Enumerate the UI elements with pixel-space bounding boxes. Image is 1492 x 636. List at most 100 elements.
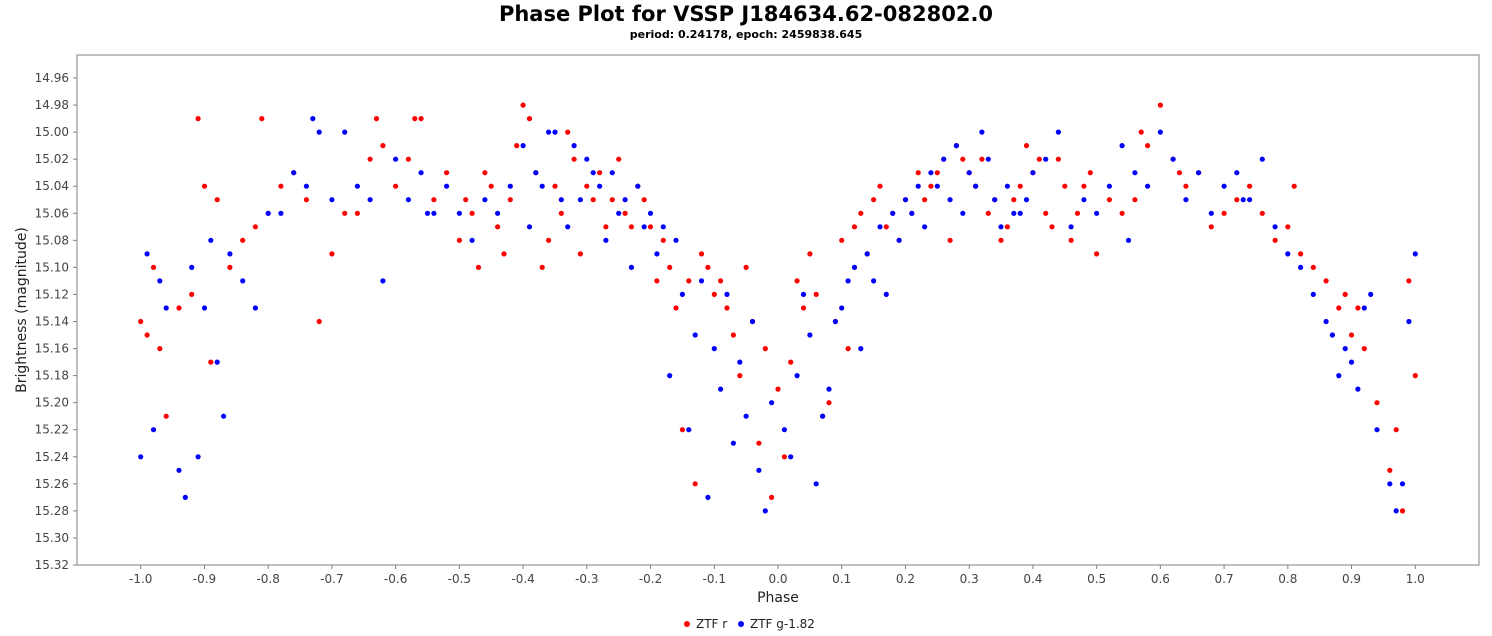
x-tick-label: 0.3 bbox=[960, 572, 979, 586]
data-point bbox=[1291, 183, 1297, 189]
data-point bbox=[1387, 481, 1393, 487]
data-point bbox=[1310, 291, 1316, 297]
data-point bbox=[934, 183, 940, 189]
x-tick-label: 0.6 bbox=[1151, 572, 1170, 586]
data-point bbox=[998, 237, 1004, 243]
data-point bbox=[692, 481, 698, 487]
data-point bbox=[686, 427, 692, 433]
data-point bbox=[641, 224, 647, 230]
data-point bbox=[941, 156, 947, 162]
data-point bbox=[915, 183, 921, 189]
data-point bbox=[507, 183, 513, 189]
data-point bbox=[150, 427, 157, 433]
data-point bbox=[482, 170, 488, 176]
data-point bbox=[820, 413, 826, 419]
data-point bbox=[762, 346, 768, 352]
data-point bbox=[864, 251, 870, 257]
legend-label-ztf-r: ZTF r bbox=[696, 617, 727, 631]
data-point bbox=[922, 197, 928, 203]
data-point bbox=[673, 237, 679, 243]
data-point bbox=[495, 210, 501, 216]
data-point bbox=[221, 413, 227, 419]
y-tick-label: 15.02 bbox=[35, 152, 69, 166]
x-tick-label: -0.9 bbox=[193, 572, 216, 586]
data-point bbox=[552, 183, 558, 189]
data-point bbox=[584, 156, 590, 162]
data-point bbox=[934, 170, 940, 176]
data-point bbox=[475, 264, 482, 270]
x-axis-label: Phase bbox=[757, 590, 799, 606]
data-point bbox=[1336, 305, 1342, 311]
x-tick-label: -0.2 bbox=[639, 572, 662, 586]
data-point bbox=[1183, 197, 1189, 203]
chart-subtitle: period: 0.24178, epoch: 2459838.645 bbox=[629, 28, 863, 41]
x-tick-label: 0.7 bbox=[1215, 572, 1234, 586]
y-tick-label: 15.08 bbox=[35, 233, 69, 247]
data-point bbox=[571, 143, 577, 149]
data-point bbox=[157, 346, 163, 352]
data-point bbox=[1342, 291, 1348, 297]
data-point bbox=[1145, 183, 1151, 189]
data-point bbox=[546, 129, 552, 135]
data-point bbox=[1247, 183, 1253, 189]
data-point bbox=[342, 210, 348, 216]
data-point bbox=[1094, 251, 1100, 257]
data-point bbox=[769, 494, 775, 500]
data-point bbox=[902, 197, 909, 203]
data-point bbox=[1412, 373, 1418, 379]
data-point bbox=[1361, 346, 1367, 352]
data-point bbox=[182, 494, 188, 500]
data-point bbox=[558, 210, 564, 216]
data-point bbox=[1208, 210, 1214, 216]
data-point bbox=[858, 346, 864, 352]
y-tick-label: 15.30 bbox=[35, 531, 69, 545]
data-point bbox=[1323, 278, 1329, 284]
data-point bbox=[1119, 210, 1125, 216]
data-point bbox=[1043, 156, 1049, 162]
data-point bbox=[201, 183, 208, 189]
data-point bbox=[813, 291, 819, 297]
data-point bbox=[590, 197, 596, 203]
data-point bbox=[756, 467, 762, 473]
data-point bbox=[1183, 183, 1189, 189]
x-tick-label: 1.0 bbox=[1406, 572, 1425, 586]
data-point bbox=[1132, 170, 1138, 176]
y-tick-label: 15.04 bbox=[35, 179, 69, 193]
data-point bbox=[1259, 156, 1265, 162]
data-point bbox=[800, 291, 807, 297]
data-point bbox=[565, 129, 571, 135]
y-tick-label: 15.26 bbox=[35, 477, 69, 491]
data-point bbox=[1355, 386, 1361, 392]
data-point bbox=[1323, 318, 1329, 325]
data-point bbox=[539, 264, 545, 270]
data-point bbox=[1298, 264, 1304, 270]
data-point bbox=[737, 373, 743, 379]
data-point bbox=[724, 291, 730, 297]
data-point bbox=[1068, 237, 1074, 243]
data-point bbox=[839, 237, 845, 243]
data-point bbox=[1399, 481, 1406, 487]
data-point bbox=[412, 116, 418, 122]
data-point bbox=[329, 251, 335, 257]
data-point bbox=[1106, 197, 1112, 203]
data-point bbox=[794, 278, 800, 284]
data-point bbox=[418, 116, 424, 122]
y-tick-label: 15.16 bbox=[35, 342, 69, 356]
data-point bbox=[1119, 143, 1125, 149]
data-point bbox=[227, 251, 233, 257]
data-point bbox=[922, 224, 928, 230]
data-point bbox=[628, 224, 635, 230]
data-point bbox=[673, 305, 679, 311]
data-point bbox=[1068, 224, 1074, 230]
data-point bbox=[1196, 170, 1202, 176]
x-tick-label: 0.9 bbox=[1342, 572, 1361, 586]
data-point bbox=[526, 224, 533, 230]
data-point bbox=[546, 237, 552, 243]
data-point bbox=[1393, 508, 1399, 514]
data-point bbox=[883, 224, 889, 230]
data-point bbox=[469, 237, 475, 243]
data-point bbox=[227, 264, 233, 270]
data-point bbox=[393, 156, 399, 162]
data-point bbox=[1285, 224, 1291, 230]
data-point bbox=[1055, 129, 1061, 135]
